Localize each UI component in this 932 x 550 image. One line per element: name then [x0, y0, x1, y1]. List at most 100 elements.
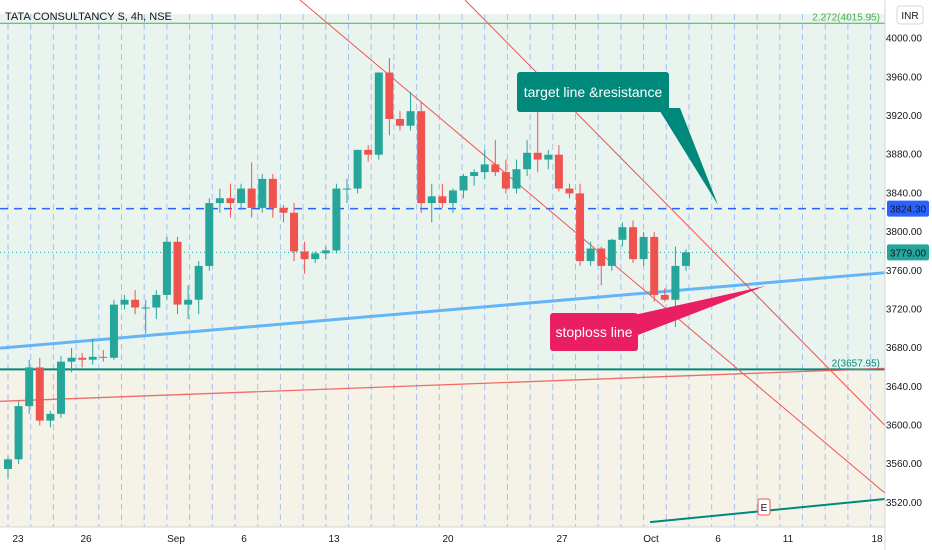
- price-tick-label: 3880.00: [886, 150, 923, 161]
- price-axis[interactable]: 4000.00 3960.00 3920.00 3880.00 3840.00 3800.…: [886, 34, 929, 509]
- stoploss-callout-box: [550, 313, 638, 351]
- candle-body: [226, 198, 235, 204]
- time-tick-label: 13: [328, 534, 340, 545]
- time-tick-label: 6: [241, 534, 247, 545]
- candle-body: [533, 152, 542, 160]
- price-tick-label: 3680.00: [886, 343, 923, 354]
- candle-body: [4, 459, 12, 469]
- candle-body: [565, 188, 574, 194]
- candle-body: [544, 154, 553, 160]
- candle-body: [501, 172, 510, 189]
- candle-body: [448, 190, 457, 204]
- candle-body: [576, 193, 585, 262]
- candle-body: [258, 178, 267, 208]
- candle-body: [88, 356, 97, 360]
- candle-body: [162, 241, 171, 295]
- candle-body: [268, 178, 277, 208]
- candle-body: [131, 299, 140, 308]
- fib-label: 2(3657.95): [832, 358, 880, 369]
- candle-body: [25, 367, 34, 407]
- candle-body: [311, 253, 320, 260]
- candle-body: [682, 252, 690, 266]
- time-tick-label: 20: [442, 534, 454, 545]
- price-tick-label: 3600.00: [886, 420, 923, 431]
- candle-body: [353, 149, 362, 189]
- price-tick-label: 3960.00: [886, 72, 923, 83]
- price-tick-label: 3800.00: [886, 227, 923, 238]
- time-axis[interactable]: 23 26 Sep 6 13 20 27 Oct 6 11 18: [12, 534, 883, 545]
- candle-body: [120, 299, 129, 305]
- candle-body: [141, 307, 150, 309]
- candle-body: [56, 361, 65, 414]
- price-tick-label: 4000.00: [886, 34, 923, 45]
- candle-body: [364, 149, 373, 155]
- stoploss-callout-text: stoploss line: [555, 324, 632, 340]
- currency-badge[interactable]: [896, 5, 924, 25]
- resistance-price-label: 3824.30: [890, 205, 927, 216]
- last-price-label: 3779.00: [890, 248, 927, 259]
- event-marker: [757, 498, 771, 516]
- candle-body: [205, 203, 214, 266]
- price-tick-label: 3760.00: [886, 266, 923, 277]
- candle-body: [290, 212, 299, 252]
- candle-body: [660, 294, 669, 300]
- downtrend-line-1: [299, 0, 886, 494]
- candle-body: [618, 227, 627, 240]
- candle-body: [46, 413, 55, 421]
- candle-body: [671, 265, 680, 300]
- candle-body: [385, 72, 394, 119]
- candle-body: [35, 367, 44, 421]
- price-tick-label: 3640.00: [886, 382, 923, 393]
- fib-zone-lower: [0, 370, 885, 527]
- candle-body: [639, 236, 648, 260]
- resistance-price-badge: [887, 200, 929, 217]
- candle-body: [512, 169, 521, 189]
- candle-body: [173, 241, 182, 305]
- fib-label: 2.272(4015.95): [812, 12, 880, 23]
- candles: [4, 58, 690, 479]
- candle-body: [109, 304, 118, 358]
- candle-body: [152, 294, 161, 308]
- price-tick-label: 3720.00: [886, 304, 923, 315]
- event-marker-label: E: [761, 503, 768, 514]
- time-tick-label: 6: [715, 534, 721, 545]
- candle-body: [215, 198, 224, 204]
- lower-trendline: [0, 367, 886, 402]
- candle-body: [374, 72, 383, 155]
- candle-body: [247, 188, 256, 208]
- candle-body: [194, 265, 203, 300]
- candle-body: [395, 118, 404, 126]
- candle-body: [586, 248, 595, 262]
- time-tick-label: 26: [80, 534, 92, 545]
- currency-label: INR: [901, 11, 918, 22]
- candle-body: [417, 111, 426, 204]
- target-callout-pointer: [658, 108, 718, 205]
- candle-body: [459, 175, 468, 191]
- target-callout-box: [517, 72, 669, 112]
- time-tick-label: 18: [871, 534, 883, 545]
- callouts: target line &resistance stoploss line E: [517, 72, 771, 516]
- time-tick-label: 23: [12, 534, 24, 545]
- time-tick-label: Sep: [167, 534, 185, 545]
- candle-body: [480, 164, 489, 173]
- candle-body: [14, 406, 23, 460]
- candle-body: [300, 251, 309, 260]
- candle-body: [321, 250, 330, 254]
- candle-body: [184, 299, 193, 305]
- candle-body: [332, 188, 341, 251]
- candle-body: [343, 188, 351, 190]
- candle-body: [523, 152, 532, 170]
- downtrend-line-2: [464, 0, 886, 426]
- candle-body: [597, 248, 606, 266]
- symbol-title: TATA CONSULTANCY S, 4h, NSE: [5, 11, 172, 23]
- candle-body: [607, 239, 616, 266]
- support-trendline: [0, 271, 886, 350]
- time-tick-label: 11: [783, 534, 794, 545]
- price-tick-label: 3520.00: [886, 498, 923, 509]
- time-tick-label: Oct: [643, 534, 659, 545]
- candle-body: [554, 154, 563, 189]
- candle-body: [438, 196, 447, 204]
- candle-body: [78, 357, 87, 360]
